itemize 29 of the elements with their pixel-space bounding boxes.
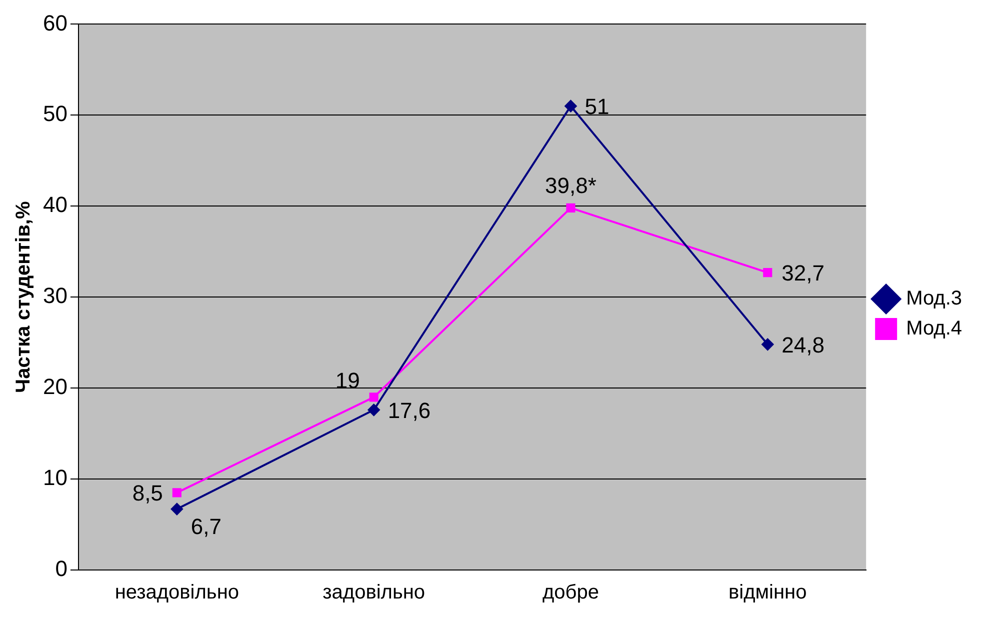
x-tick-label: добре	[542, 582, 599, 604]
data-label: 39,8*	[545, 173, 597, 198]
legend-label: Мод.4	[906, 318, 962, 340]
point	[172, 488, 182, 498]
data-label: 51	[584, 94, 610, 120]
point	[763, 268, 772, 278]
legend-label: Мод.3	[906, 288, 962, 310]
y-tick-label: 10	[42, 465, 68, 490]
y-axis-title: Частка студентів,%	[12, 201, 35, 393]
y-tick-label: 50	[42, 101, 68, 126]
y-tick-label: 20	[42, 374, 68, 400]
y-tick-label: 0	[55, 556, 68, 582]
point	[762, 338, 774, 350]
x-tick-label: незадовільно	[114, 582, 239, 604]
data-label: 24,8	[782, 332, 824, 358]
data-label: 6,7	[190, 514, 222, 540]
y-tick-label: 40	[42, 192, 68, 218]
data-label: 32,7	[782, 260, 824, 286]
x-tick-label: задовільно	[322, 582, 426, 604]
point	[564, 100, 577, 112]
y-tick-label: 60	[42, 10, 68, 36]
data-label: 8,5	[132, 480, 163, 506]
y-tick-label: 30	[42, 283, 68, 308]
data-label: 17,6	[388, 398, 431, 423]
x-tick-label: відмінно	[728, 582, 807, 604]
point	[566, 203, 576, 212]
point	[369, 392, 378, 402]
point	[368, 404, 380, 416]
point	[170, 503, 183, 516]
